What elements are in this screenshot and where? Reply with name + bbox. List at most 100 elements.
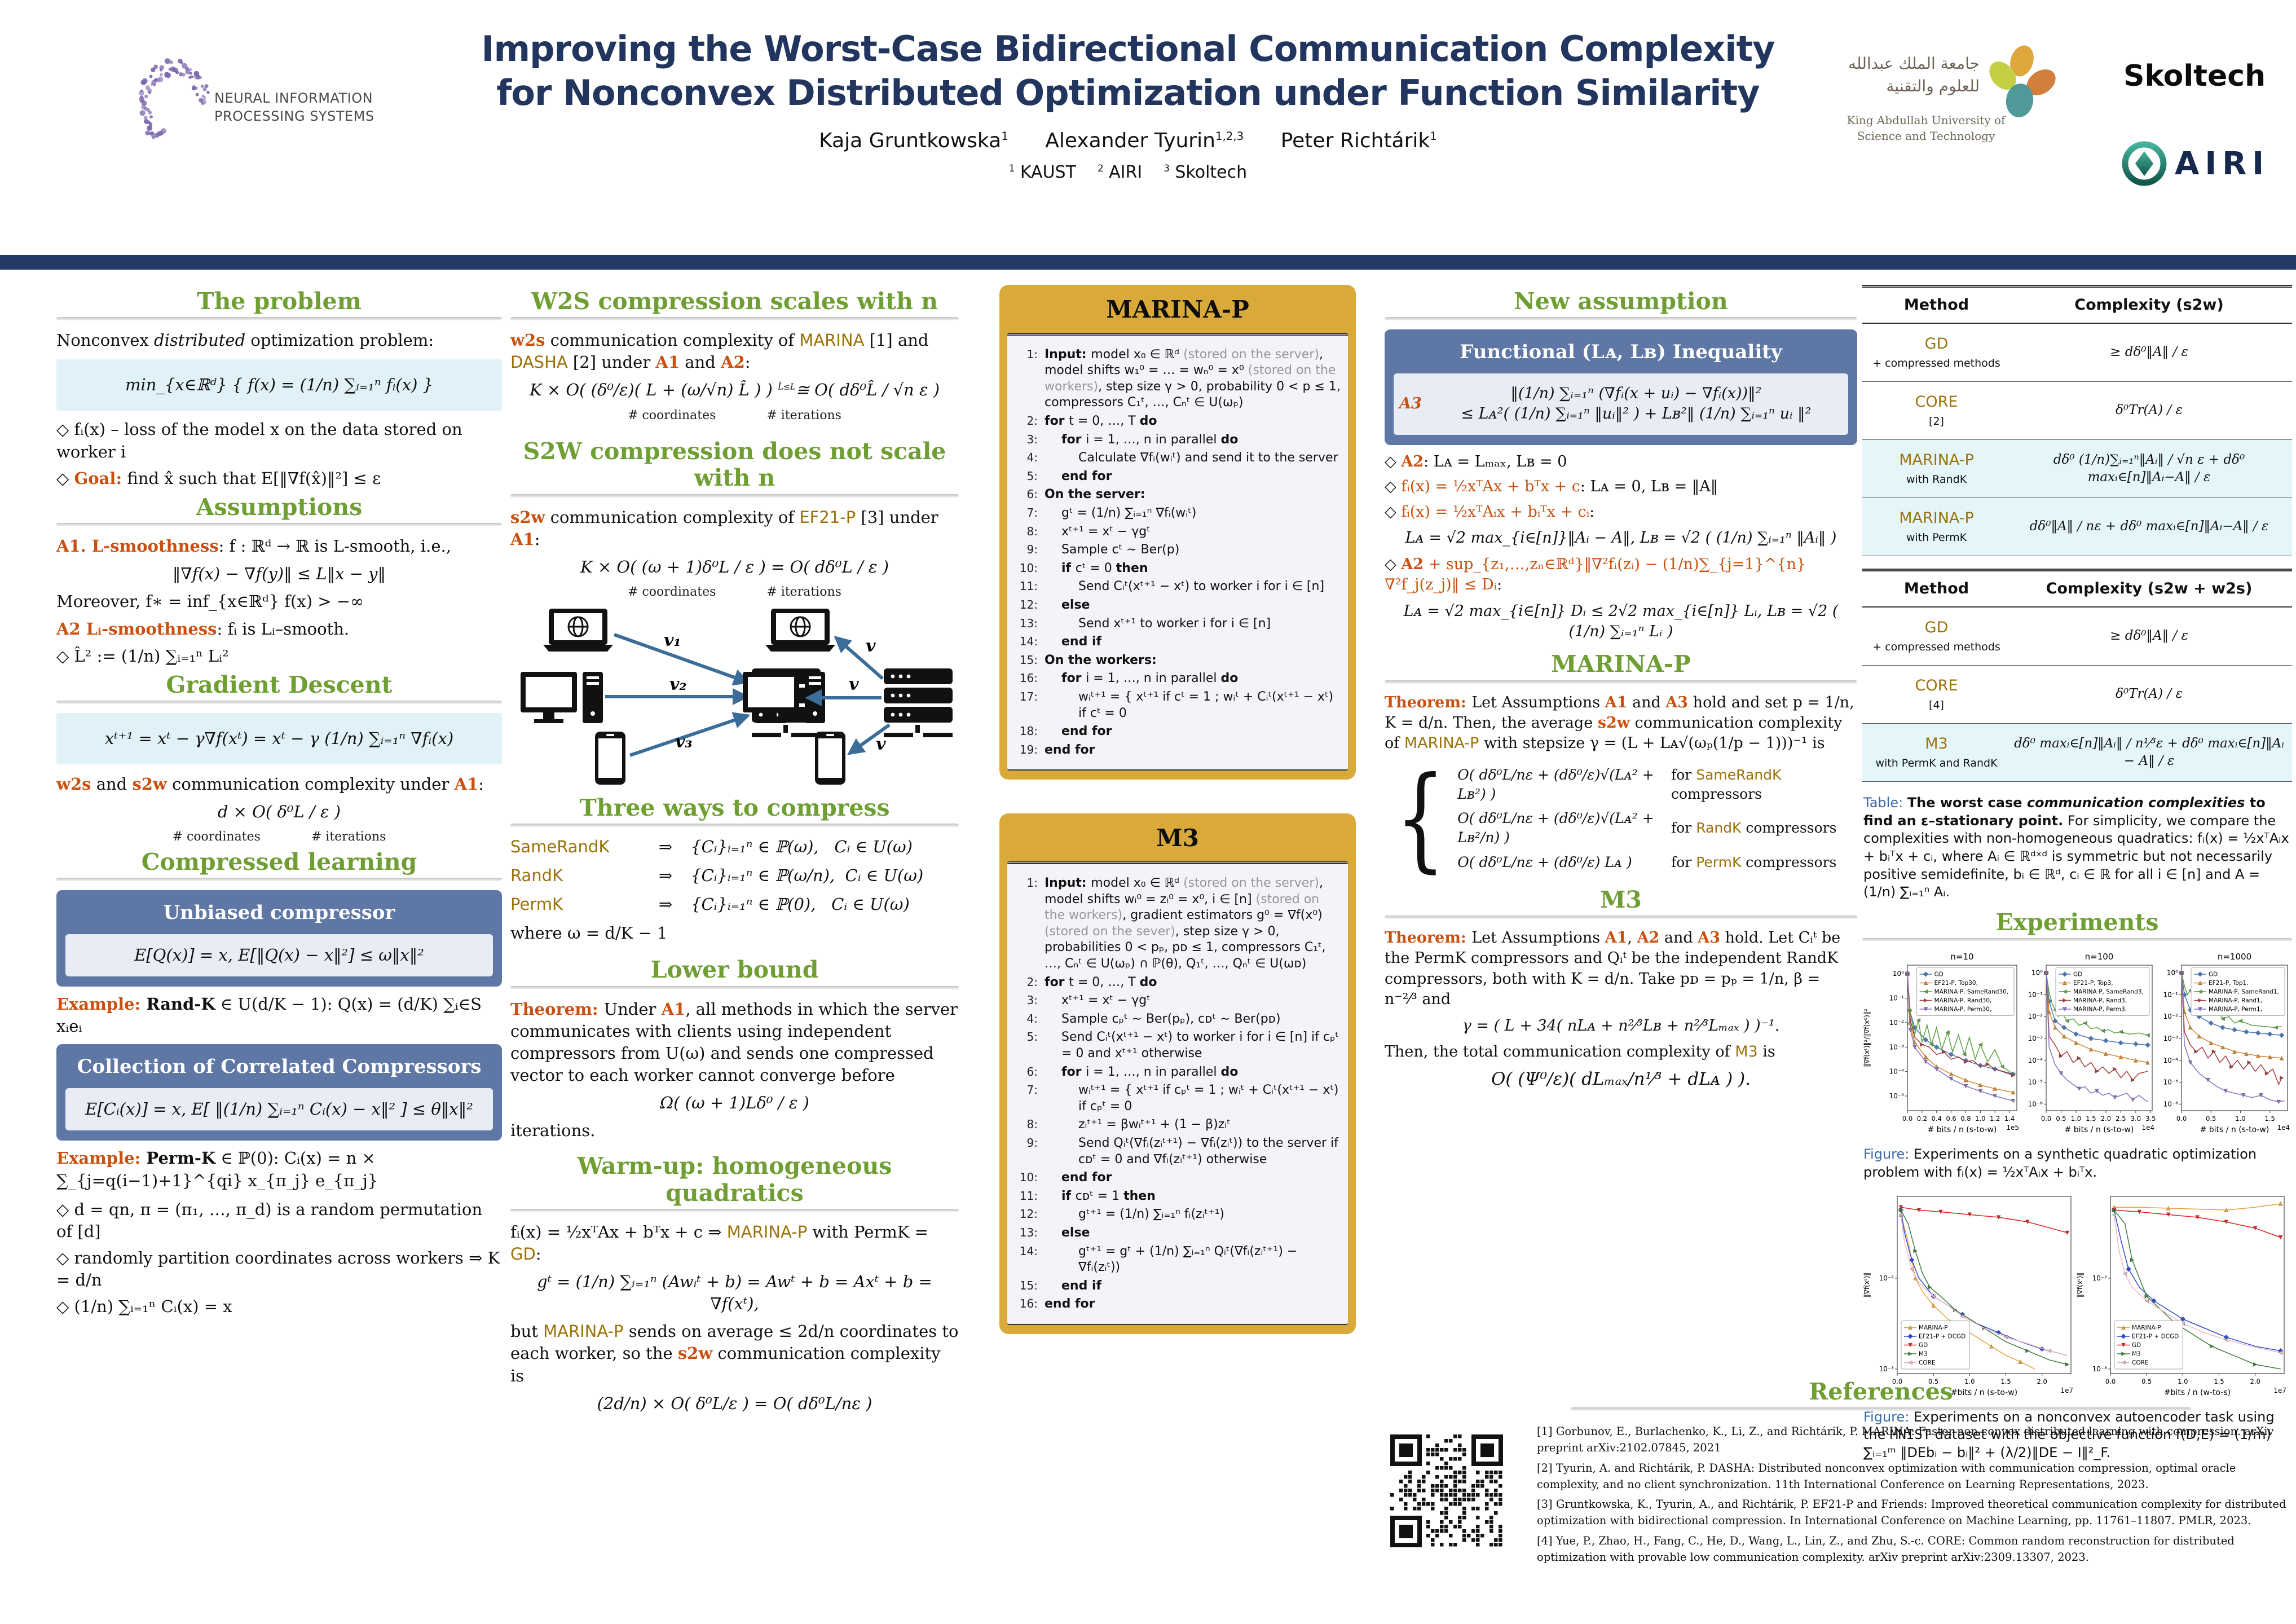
line-number: 2: — [1026, 414, 1038, 428]
kaust-arabic-1: جامعة الملك عبدالله — [1848, 54, 1980, 73]
text-segment: RandK — [1696, 820, 1742, 837]
line-number: 4: — [1026, 451, 1038, 465]
line-text: Sample cᵗ ∼ Ber(p) — [1045, 542, 1179, 558]
example-permk: Example: Perm-K ∈ ℙ(0): Cᵢ(x) = n × ∑_{j… — [56, 1147, 502, 1191]
kaust-arabic-2: للعلوم والتقنية — [1886, 77, 1980, 95]
line-text: Send Cᵢᵗ(xᵗ⁺¹ − xᵗ) to worker i for i ∈ … — [1045, 579, 1324, 595]
text-segment: ◇ — [1385, 555, 1402, 573]
method-name: CORE — [1915, 676, 1958, 694]
text-segment: : fᵢ is Lᵢ–smooth. — [217, 619, 350, 639]
text-segment: cᵗ = 0 — [1075, 561, 1116, 575]
text-segment: Goal: — [74, 468, 122, 488]
column-header: Complexity (s2w) — [2074, 296, 2224, 314]
text-segment: A2 Lᵢ-smoothness — [56, 619, 217, 639]
text-segment: MARINA — [799, 331, 865, 350]
table-row: M3 with PermK and RandK dδ⁰ maxᵢ∈[n]‖Aᵢ‖ /… — [1862, 724, 2292, 782]
compressor-def: {Cᵢ}ᵢ₌₁ⁿ ∈ ℙ(ω/n), Cᵢ ∈ U(ω) — [691, 865, 959, 887]
compressor-u: Cᵢ ∈ U(ω) — [834, 837, 913, 856]
svg-text:CORE: CORE — [1919, 1359, 1936, 1366]
bullet: ◇ fᵢ(x) = ½xᵀAᵢx + bᵢᵀx + cᵢ: — [1385, 502, 1857, 522]
kaust-beacon-icon: جامعة الملك عبدالله للعلوم والتقنية King… — [1847, 45, 2056, 143]
section-heading: Three ways to compress — [579, 794, 890, 821]
svg-text:10⁻³: 10⁻³ — [1889, 1043, 1905, 1051]
line-number: 5: — [1026, 469, 1038, 483]
panel-formula: E[Q(x)] = x, E[‖Q(x) − x‖²] ≤ ω‖x‖² — [65, 934, 493, 977]
case-label: for SameRandK compressors — [1671, 765, 1857, 804]
text-segment: : — [1589, 503, 1595, 521]
svg-text:MARINA-P, Rand30,: MARINA-P, Rand30, — [1934, 997, 1992, 1004]
underbrace-label: # iterations — [311, 830, 386, 844]
underbrace-labels: # coordinates # iterations — [56, 829, 502, 846]
svg-text:M3: M3 — [2132, 1350, 2141, 1357]
vector-label-v: v — [876, 734, 886, 754]
assumption-a1: A1. L-smoothness: f : ℝᵈ → ℝ is L-smooth… — [56, 535, 502, 557]
svg-text:10⁻²: 10⁻² — [2163, 1013, 2179, 1020]
column-header: Complexity (s2w + w2s) — [2046, 579, 2253, 597]
compressor-def: {Cᵢ}ᵢ₌₁ⁿ ∈ ℙ(0), Cᵢ ∈ U(ω) — [691, 894, 959, 916]
section-w2s: W2S compression scales with n — [510, 288, 959, 321]
text-segment: communication complexity of — [545, 507, 800, 527]
vector-label-v1: v₁ — [664, 631, 681, 650]
text-segment: end for — [1061, 724, 1112, 739]
title-line2: for Nonconvex Distributed Optimization u… — [496, 72, 1760, 113]
svg-text:1.0: 1.0 — [2178, 1377, 2188, 1385]
formula: Lᴀ = √2 max_{i∈[n]}‖Aᵢ − A‖, Lʙ = √2 ( (… — [1405, 529, 1837, 547]
svg-text:# bits / n (s-to-w): # bits / n (s-to-w) — [2065, 1125, 2134, 1134]
formula: Ω( (ω + 1)Lδ⁰ / ε ) — [660, 1093, 809, 1113]
section-heading: Assumptions — [196, 493, 363, 521]
complexity-formula: ≥ dδ⁰‖A‖ / ε — [2110, 628, 2188, 644]
desktop-icon — [743, 671, 825, 723]
svg-text:EF21-P, Top1,: EF21-P, Top1, — [2209, 980, 2249, 987]
svg-text:0.5: 0.5 — [2141, 1377, 2152, 1385]
svg-text:MARINA-P: MARINA-P — [2132, 1324, 2161, 1331]
line-text: Input: model x₀ ∈ ℝᵈ (stored on the serv… — [1045, 347, 1341, 411]
algorithm-line: 2: for t = 0, …, T do — [1014, 413, 1341, 430]
line-text: zᵢᵗ⁺¹ = βwᵢᵗ⁺¹ + (1 − β)zᵢᵗ — [1045, 1117, 1231, 1133]
phone-icon — [815, 731, 845, 785]
bullet: ◇ L̂² := (1/n) ∑ᵢ₌₁ⁿ Lᵢ² — [56, 646, 229, 666]
text-segment: for — [1045, 414, 1069, 429]
implies-arrow: ⇒ — [658, 837, 673, 856]
section-heading: Experiments — [1995, 909, 2159, 936]
underbrace-label: # coordinates — [628, 584, 716, 599]
case-formula: O( dδ⁰L/nε + (dδ⁰/ε) Lᴀ ) — [1457, 853, 1632, 870]
paragraph: iterations. — [510, 1121, 596, 1141]
bullet: ◇ A2: Lᴀ = Lₘₐₓ, Lʙ = 0 — [1385, 452, 1857, 472]
line-number: 6: — [1026, 487, 1038, 501]
line-number: 9: — [1026, 543, 1038, 557]
text-segment: ≅ O( dδ⁰L̂ / √n ε ) — [795, 380, 940, 400]
section-heading: W2S compression scales with n — [531, 288, 938, 315]
algorithm-line: 7: gᵗ = (1/n) ∑ᵢ₌₁ⁿ ∇fᵢ(wᵢᵗ) — [1014, 505, 1341, 522]
text-segment: communication complexity is — [510, 1344, 941, 1385]
vector-label-v3: v₃ — [675, 732, 693, 752]
line-number: 18: — [1019, 724, 1038, 738]
theorem-m3: Theorem: Let Assumptions A1, A2 and A3 h… — [1385, 928, 1857, 1010]
neurips-line2: PROCESSING SYSTEMS — [214, 108, 374, 124]
svg-text:10⁻²: 10⁻² — [2092, 1274, 2108, 1282]
algorithm-line: 2: for t = 0, …, T do — [1014, 975, 1341, 991]
text-segment: Send Cᵢᵗ(xᵗ⁺¹ − xᵗ) to worker i for i ∈ … — [1061, 1030, 1339, 1060]
formula: Lᴀ = √2 max_{i∈[n]} Dᵢ ≤ 2√2 max_{i∈[n]}… — [1403, 602, 1839, 640]
text-segment: fᵢ(x) = ½xᵀAx + bᵀx + c ⇒ — [510, 1222, 727, 1242]
laptop-icon — [543, 608, 613, 652]
svg-text:0.0: 0.0 — [2041, 1115, 2051, 1123]
header-divider — [0, 255, 2296, 270]
text-segment: then — [1123, 1189, 1156, 1203]
svg-text:1e4: 1e4 — [2141, 1124, 2154, 1132]
text-segment: model x₀ ∈ ℝᵈ — [1091, 347, 1184, 362]
kaust-en-2: Science and Technology — [1857, 129, 1995, 143]
text-segment: optimization problem: — [245, 331, 434, 350]
title-block: Improving the Worst-Case Bidirectional C… — [395, 27, 1861, 182]
text-segment: The worst case — [1907, 795, 2027, 811]
svg-text:1e5: 1e5 — [2006, 1124, 2019, 1132]
column-header: Method — [1903, 579, 1969, 597]
text-segment: communication complexity of — [1385, 714, 1843, 752]
text-segment: MARINA-P — [1404, 734, 1479, 752]
svg-text:2.0: 2.0 — [2101, 1115, 2111, 1123]
algorithm-line: 16: end for — [1014, 1296, 1341, 1313]
text-segment: ◇ — [56, 468, 74, 488]
svg-text:10⁰: 10⁰ — [1893, 970, 1904, 978]
algorithm-title: MARINA-P — [1106, 296, 1249, 323]
affiliations-line: 1 KAUST 2 AIRI 3 Skoltech — [395, 162, 1861, 182]
text-segment: w2s — [56, 774, 91, 794]
